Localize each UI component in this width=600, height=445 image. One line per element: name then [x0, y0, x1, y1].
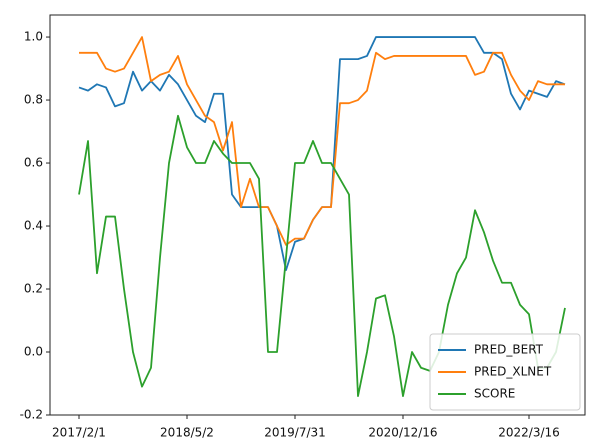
y-tick-label: 0.0 — [24, 345, 43, 359]
legend-box — [429, 333, 581, 411]
legend-label: PRED_BERT — [474, 343, 544, 357]
y-tick-label: 0.2 — [24, 282, 43, 296]
x-tick-label: 2017/2/1 — [52, 426, 106, 440]
x-tick-label: 2022/3/16 — [498, 426, 560, 440]
x-tick-label: 2020/12/16 — [368, 426, 437, 440]
y-tick-label: -0.2 — [20, 408, 43, 422]
x-tick-label: 2019/7/31 — [264, 426, 326, 440]
y-tick-label: 0.6 — [24, 156, 43, 170]
legend-label: SCORE — [474, 387, 515, 401]
series-line — [78, 114, 566, 398]
y-tick-label: 1.0 — [24, 30, 43, 44]
plot-frame — [49, 14, 586, 416]
series-line — [79, 36, 565, 246]
y-tick-label: 0.8 — [24, 93, 43, 107]
y-tick-label: 0.4 — [24, 219, 43, 233]
series-line — [78, 36, 566, 272]
x-tick-label: 2018/5/2 — [160, 426, 214, 440]
legend-label: PRED_XLNET — [474, 365, 552, 379]
